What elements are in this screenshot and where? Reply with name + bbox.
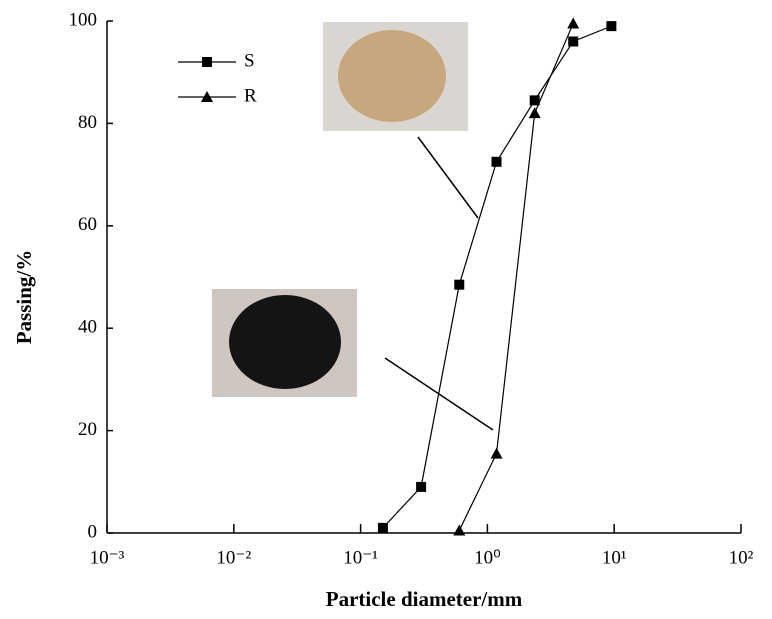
x-axis-label: Particle diameter/mm [326,587,523,611]
square-marker [491,156,502,167]
x-tick-label: 10¹ [602,547,627,568]
y-tick-label: 0 [88,521,98,542]
sand-photo [323,22,479,219]
x-tick-label: 10² [729,547,754,568]
series-line [458,23,574,531]
rubber-pile [229,295,341,389]
x-tick-label: 10⁰ [474,547,501,568]
square-marker [202,57,212,67]
triangle-marker [453,524,466,536]
legend-label: S [244,50,255,71]
y-tick-label: 80 [78,112,97,133]
square-marker [454,279,465,290]
y-tick-label: 60 [78,214,97,235]
y-tick-label: 20 [78,419,97,440]
triangle-marker [490,447,503,459]
x-tick-label: 10⁻³ [90,547,125,568]
x-tick-label: 10⁻¹ [343,547,378,568]
x-tick-label: 10⁻² [216,547,251,568]
square-marker [377,522,388,533]
legend-label: R [244,85,257,106]
y-tick-label: 100 [69,9,98,30]
triangle-marker [201,91,213,102]
square-marker [568,36,579,47]
rubber-photo [212,289,494,431]
square-marker [529,95,540,106]
pointer-line [417,136,479,219]
square-marker [606,21,617,32]
triangle-marker [567,17,580,29]
sand-pile [338,30,446,122]
square-marker [416,481,427,492]
triangle-marker [528,107,541,119]
y-tick-label: 40 [78,317,97,338]
y-axis-label: Passing/% [12,250,36,345]
